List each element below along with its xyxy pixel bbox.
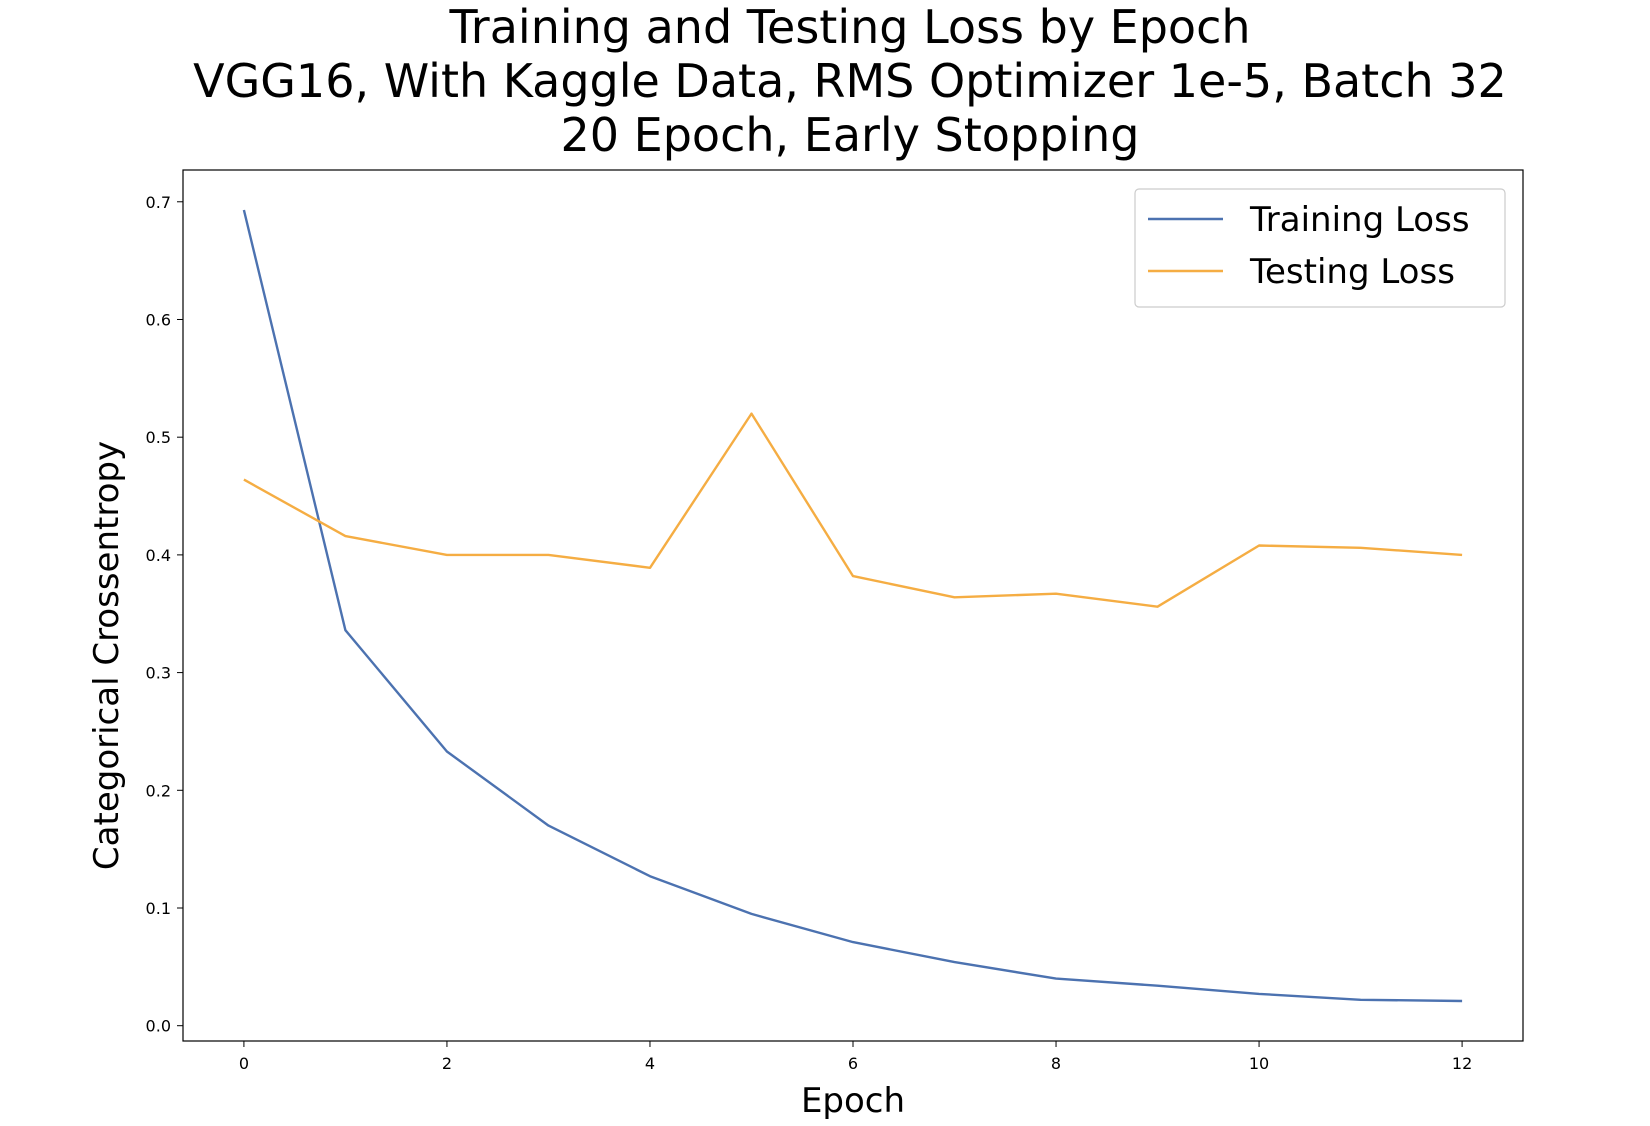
legend-label: Training Loss — [1249, 200, 1470, 240]
x-tick-label: 0 — [239, 1054, 249, 1073]
x-tick-label: 2 — [442, 1054, 452, 1073]
series-layer — [242, 209, 1463, 1003]
y-tick-label: 0.7 — [146, 193, 171, 212]
chart-title-block: Training and Testing Loss by Epoch VGG16… — [0, 0, 1650, 162]
x-axis-label: Epoch — [801, 1081, 905, 1121]
x-tick-label: 6 — [848, 1054, 858, 1073]
legend-label: Testing Loss — [1249, 252, 1455, 292]
legend-box — [1134, 188, 1506, 308]
y-tick-label: 0.6 — [146, 310, 171, 329]
chart-title: Training and Testing Loss by Epoch — [449, 0, 1251, 54]
series-line-testing-loss — [243, 412, 1463, 608]
chart-subtitle-line-2: 20 Epoch, Early Stopping — [560, 108, 1140, 162]
y-axis-label: Categorical Crossentropy — [87, 441, 127, 870]
y-tick-label: 0.1 — [146, 899, 171, 918]
y-axis-ticks: 0.0 0.1 0.2 0.3 0.4 0.5 0.6 0.7 — [146, 193, 183, 1036]
y-tick-label: 0.3 — [146, 664, 171, 683]
y-tick-label: 0.5 — [146, 428, 171, 447]
series-line-training-loss — [242, 209, 1463, 1003]
y-tick-label: 0.2 — [146, 781, 171, 800]
x-tick-label: 10 — [1249, 1054, 1269, 1073]
y-tick-label: 0.0 — [146, 1017, 171, 1036]
x-axis-ticks: 0 2 4 6 8 10 12 — [239, 1041, 1472, 1073]
y-tick-label: 0.4 — [146, 546, 171, 565]
x-tick-label: 4 — [645, 1054, 655, 1073]
chart-subtitle-line-1: VGG16, With Kaggle Data, RMS Optimizer 1… — [193, 54, 1507, 108]
x-tick-label: 8 — [1051, 1054, 1061, 1073]
legend: Training Loss Testing Loss — [1134, 188, 1506, 308]
x-tick-label: 12 — [1452, 1054, 1472, 1073]
